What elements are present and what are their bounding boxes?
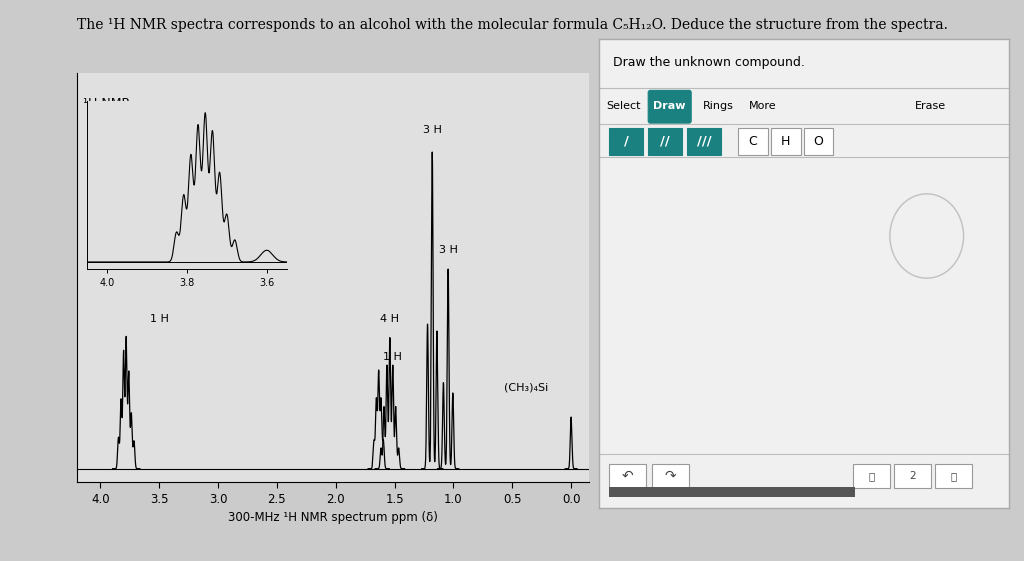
Text: 3 H: 3 H: [423, 125, 441, 135]
Text: Draw the unknown compound.: Draw the unknown compound.: [613, 56, 805, 68]
Text: C: C: [749, 135, 758, 148]
Text: The ¹H NMR spectra corresponds to an alcohol with the molecular formula C₅H₁₂O. : The ¹H NMR spectra corresponds to an alc…: [77, 18, 947, 32]
Text: ↶: ↶: [622, 469, 634, 483]
FancyBboxPatch shape: [894, 464, 931, 488]
FancyBboxPatch shape: [648, 90, 691, 123]
Text: Select: Select: [606, 101, 641, 111]
Bar: [609, 487, 855, 498]
Text: ↷: ↷: [665, 469, 677, 483]
Text: More: More: [750, 101, 776, 111]
Text: 2: 2: [909, 471, 915, 481]
FancyBboxPatch shape: [935, 464, 972, 488]
Text: Erase: Erase: [915, 101, 946, 111]
Text: 1 H: 1 H: [150, 314, 169, 324]
FancyBboxPatch shape: [609, 128, 643, 155]
FancyBboxPatch shape: [609, 464, 646, 488]
Text: 1 H: 1 H: [383, 352, 402, 362]
FancyBboxPatch shape: [771, 128, 801, 155]
FancyBboxPatch shape: [804, 128, 834, 155]
Text: O: O: [814, 135, 823, 148]
Text: /: /: [624, 135, 629, 148]
Text: (CH₃)₄Si: (CH₃)₄Si: [504, 383, 549, 393]
Text: ¹H NMR: ¹H NMR: [83, 97, 130, 110]
Text: Rings: Rings: [702, 101, 733, 111]
FancyBboxPatch shape: [687, 128, 721, 155]
FancyBboxPatch shape: [652, 464, 689, 488]
FancyBboxPatch shape: [648, 128, 682, 155]
FancyBboxPatch shape: [738, 128, 768, 155]
FancyBboxPatch shape: [853, 464, 890, 488]
Text: 🔍: 🔍: [868, 471, 874, 481]
Text: 4 H: 4 H: [380, 314, 399, 324]
Text: 🔍: 🔍: [950, 471, 956, 481]
Text: 3 H: 3 H: [438, 245, 458, 255]
Text: //: //: [660, 135, 670, 148]
Text: H: H: [781, 135, 791, 148]
Text: ///: ///: [696, 135, 712, 148]
X-axis label: 300-MHz ¹H NMR spectrum ppm (δ): 300-MHz ¹H NMR spectrum ppm (δ): [228, 512, 437, 525]
Text: Draw: Draw: [653, 101, 686, 111]
